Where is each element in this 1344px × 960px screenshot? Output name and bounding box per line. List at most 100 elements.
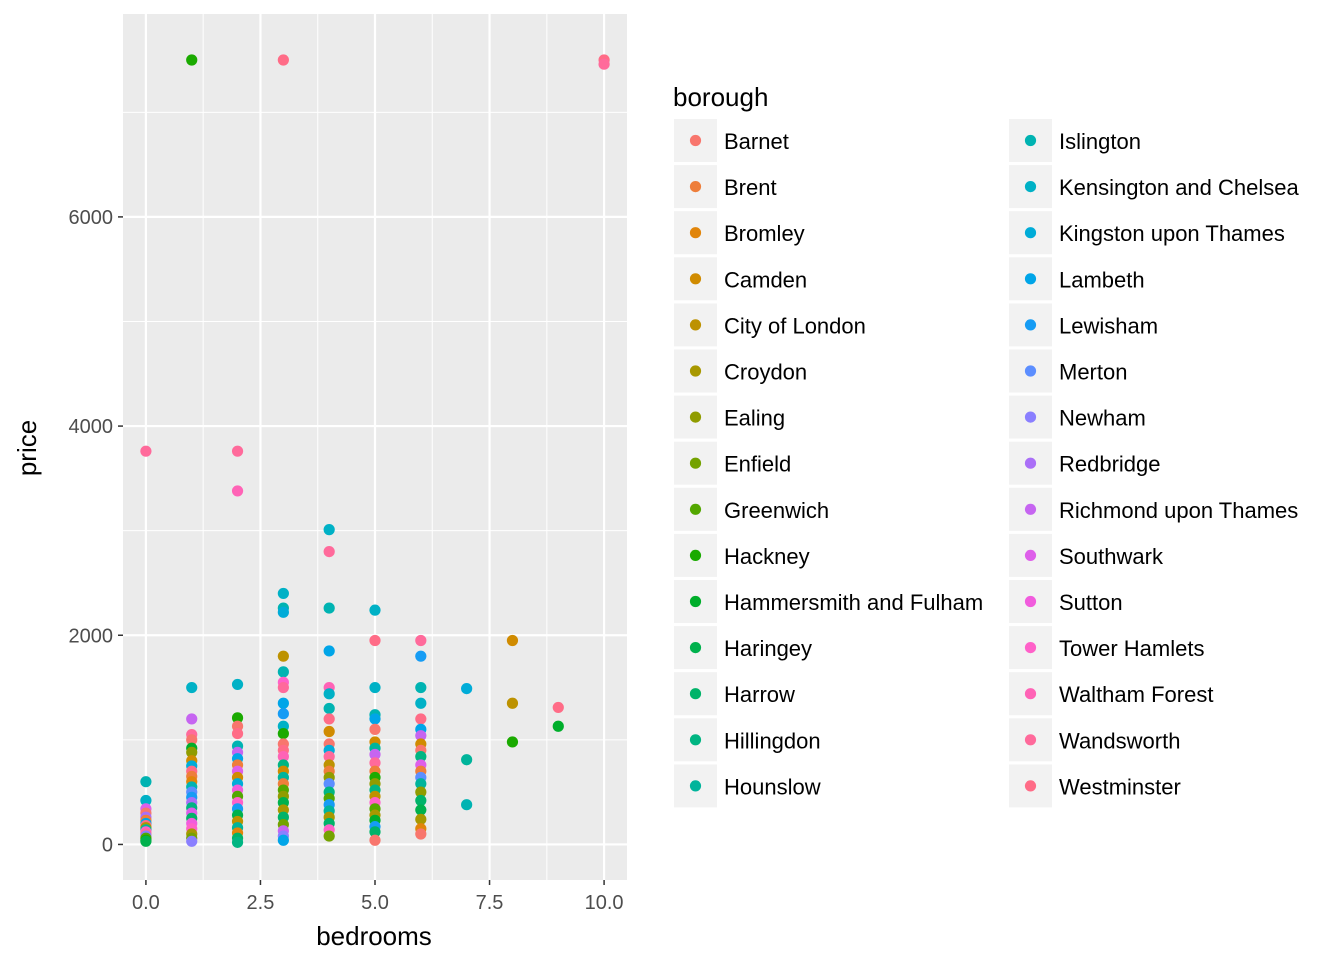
legend-label: Waltham Forest bbox=[1059, 682, 1213, 707]
data-point bbox=[323, 524, 335, 536]
legend-item: Lewisham bbox=[1009, 303, 1158, 347]
legend-key-dot bbox=[1024, 134, 1037, 147]
legend-label: Westminster bbox=[1059, 774, 1181, 799]
x-tick-label: 5.0 bbox=[361, 892, 389, 914]
legend-key-dot bbox=[1024, 642, 1037, 654]
data-point bbox=[598, 58, 610, 70]
data-point bbox=[277, 54, 289, 66]
legend-label: Hillingdon bbox=[724, 728, 821, 753]
data-point bbox=[231, 678, 244, 691]
legend-key-dot bbox=[1024, 503, 1037, 515]
data-point bbox=[552, 720, 564, 732]
legend-item: Camden bbox=[674, 257, 807, 301]
legend-item: Sutton bbox=[1009, 580, 1123, 623]
data-point bbox=[415, 681, 427, 694]
data-point bbox=[231, 712, 244, 724]
legend-item: Redbridge bbox=[1009, 441, 1161, 485]
legend-key-dot bbox=[1024, 181, 1037, 193]
legend-item: Newham bbox=[1009, 395, 1146, 439]
data-points bbox=[140, 54, 610, 848]
legend-item: Ealing bbox=[674, 395, 785, 439]
legend-label: City of London bbox=[724, 313, 866, 338]
x-tick-label: 7.5 bbox=[476, 892, 504, 914]
y-tick-label: 4000 bbox=[69, 416, 114, 438]
legend-item: Wandsworth bbox=[1009, 718, 1180, 762]
legend-label: Camden bbox=[724, 267, 807, 292]
legend-key-dot bbox=[689, 181, 702, 193]
data-point bbox=[231, 727, 244, 740]
data-point bbox=[277, 834, 289, 846]
data-point bbox=[461, 754, 473, 766]
legend-label: Greenwich bbox=[724, 498, 829, 523]
legend-item: Waltham Forest bbox=[1009, 672, 1213, 716]
legend-key-dot bbox=[1024, 688, 1037, 700]
data-point bbox=[186, 746, 198, 759]
legend-label: Merton bbox=[1059, 360, 1127, 385]
legend-label: Haringey bbox=[724, 636, 812, 661]
x-tick-label: 10.0 bbox=[585, 892, 624, 914]
data-point bbox=[415, 634, 427, 647]
legend-item: Enfield bbox=[674, 441, 791, 485]
legend-item: Southwark bbox=[1009, 533, 1164, 577]
legend-label: Hackney bbox=[724, 544, 810, 569]
data-point bbox=[277, 750, 289, 763]
data-point bbox=[323, 713, 335, 725]
legend-key-dot bbox=[689, 411, 702, 423]
legend-key-dot bbox=[1024, 734, 1037, 746]
legend-label: Enfield bbox=[724, 452, 791, 477]
data-point bbox=[415, 828, 427, 840]
legend-key-dot bbox=[689, 365, 702, 377]
legend-key-dot bbox=[1024, 595, 1037, 608]
data-point bbox=[415, 804, 427, 816]
data-point bbox=[140, 835, 152, 847]
data-point bbox=[369, 757, 381, 769]
data-point bbox=[552, 701, 564, 714]
data-point bbox=[186, 681, 198, 694]
data-point bbox=[323, 830, 335, 842]
legend-key-dot bbox=[689, 503, 702, 515]
legend-item: Haringey bbox=[674, 626, 812, 670]
data-point bbox=[369, 634, 381, 647]
data-point bbox=[277, 681, 289, 694]
data-point bbox=[323, 602, 335, 614]
legend-key-dot bbox=[689, 134, 702, 147]
data-point bbox=[323, 725, 335, 738]
data-point bbox=[506, 697, 519, 709]
data-point bbox=[461, 799, 473, 811]
data-point bbox=[277, 606, 289, 618]
legend-key-dot bbox=[689, 273, 702, 285]
data-point bbox=[369, 723, 381, 735]
y-tick-label: 6000 bbox=[69, 207, 114, 229]
legend-key-dot bbox=[1024, 227, 1037, 239]
legend-item: Hounslow bbox=[674, 764, 821, 808]
legend-item: Hackney bbox=[674, 533, 810, 577]
legend-item: Lambeth bbox=[1009, 257, 1145, 301]
data-point bbox=[461, 683, 473, 695]
legend-item: Hillingdon bbox=[674, 718, 821, 762]
legend-label: Harrow bbox=[724, 682, 795, 707]
legend-item: Hammersmith and Fulham bbox=[674, 580, 983, 623]
data-point bbox=[369, 604, 381, 616]
legend-label: Bromley bbox=[724, 221, 805, 246]
data-point bbox=[323, 750, 335, 763]
data-point bbox=[323, 688, 335, 700]
y-tick-label: 0 bbox=[102, 834, 113, 856]
legend-label: Kingston upon Thames bbox=[1059, 221, 1285, 246]
legend-key-dot bbox=[1024, 411, 1037, 423]
data-point bbox=[415, 697, 427, 709]
legend-label: Ealing bbox=[724, 406, 785, 431]
legend-item: Greenwich bbox=[674, 487, 829, 531]
data-point bbox=[277, 697, 289, 709]
y-axis-title: price bbox=[12, 420, 42, 476]
legend-item: Richmond upon Thames bbox=[1009, 487, 1298, 531]
data-point bbox=[415, 650, 427, 662]
legend-key-dot bbox=[1024, 457, 1037, 469]
legend-item: City of London bbox=[674, 303, 866, 347]
data-point bbox=[415, 794, 427, 807]
legend-key-dot bbox=[1024, 549, 1037, 562]
data-point bbox=[369, 713, 381, 725]
data-point bbox=[415, 750, 427, 763]
legend-item: Kingston upon Thames bbox=[1009, 211, 1285, 255]
legend-label: Lewisham bbox=[1059, 313, 1158, 338]
